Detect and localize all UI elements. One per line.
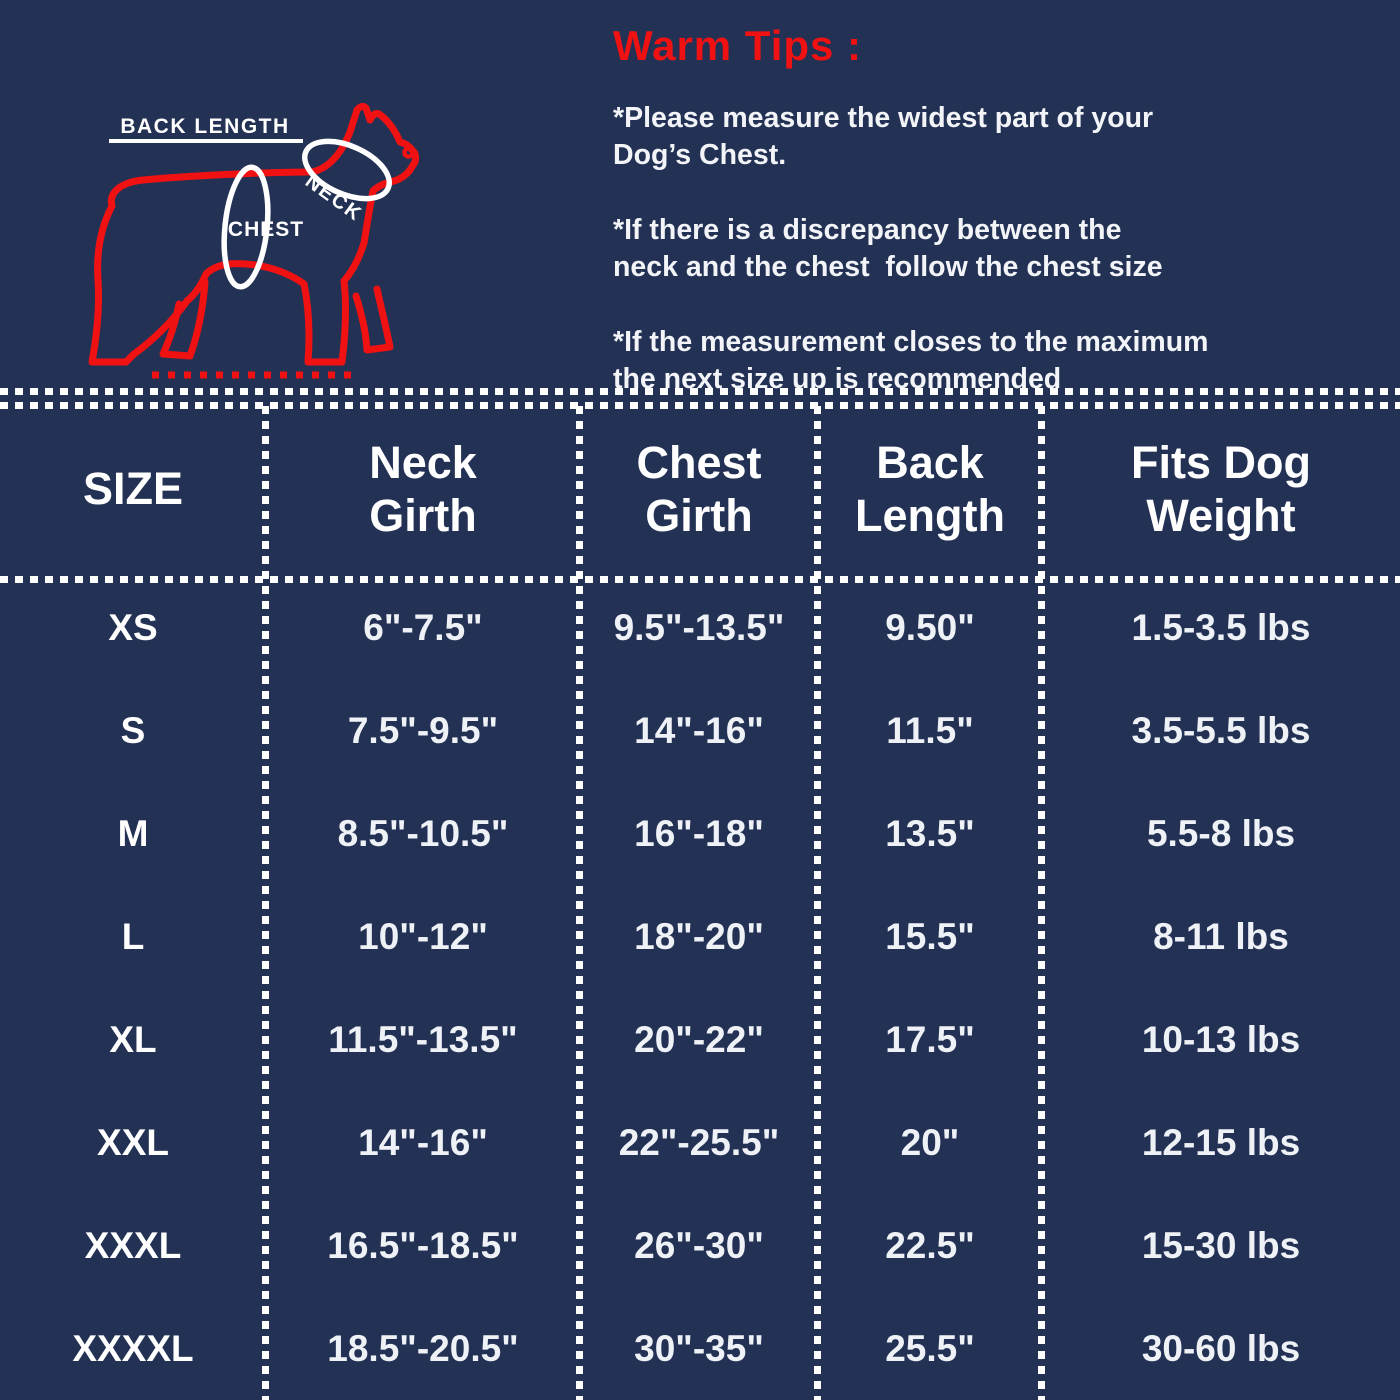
row-xl-chest: 20"-22" bbox=[634, 1018, 764, 1060]
row-xxxl-size: XXXL bbox=[84, 1224, 182, 1266]
row-xxl-chest: 22"-25.5" bbox=[618, 1121, 780, 1163]
table-top-border-outer bbox=[0, 388, 1400, 395]
row-s-size: S bbox=[120, 709, 146, 751]
column-divider-1 bbox=[262, 406, 269, 1400]
row-xxxl-neck: 16.5"-18.5" bbox=[327, 1224, 519, 1266]
dog-measurement-diagram: BACK LENGTH NECK CHEST bbox=[88, 102, 420, 379]
warm-tips-section: Warm Tips : *Please measure the widest p… bbox=[613, 22, 1213, 436]
tip-discrepancy: *If there is a discrepancy between the n… bbox=[613, 214, 1163, 283]
row-xxxxl-size: XXXXL bbox=[72, 1327, 194, 1369]
row-xxl-weight: 12-15 lbs bbox=[1141, 1121, 1301, 1163]
row-l-back: 15.5" bbox=[885, 915, 975, 957]
row-m-back: 13.5" bbox=[885, 812, 975, 854]
row-l-weight: 8-11 lbs bbox=[1153, 915, 1289, 957]
row-xs-chest: 9.5"-13.5" bbox=[613, 606, 785, 648]
tip-measure-chest: *Please measure the widest part of your … bbox=[613, 102, 1154, 171]
tip-size-up: *If the measurement closes to the maximu… bbox=[613, 326, 1209, 395]
row-xxxl-back: 22.5" bbox=[885, 1224, 975, 1266]
row-xxxxl-chest: 30"-35" bbox=[634, 1327, 764, 1369]
header-bottom-border bbox=[0, 576, 1400, 583]
row-xxxxl-weight: 30-60 lbs bbox=[1141, 1327, 1301, 1369]
row-s-chest: 14"-16" bbox=[634, 709, 764, 751]
dog-outline bbox=[88, 102, 420, 366]
row-s-back: 11.5" bbox=[886, 709, 974, 751]
chest-label: CHEST bbox=[228, 218, 304, 241]
row-s-weight: 3.5-5.5 lbs bbox=[1131, 709, 1311, 751]
warm-tips-title: Warm Tips : bbox=[613, 22, 863, 69]
dog-far-rear-leg bbox=[159, 278, 209, 360]
row-xl-neck: 11.5"-13.5" bbox=[328, 1018, 518, 1060]
row-xl-weight: 10-13 lbs bbox=[1141, 1018, 1301, 1060]
row-xs-weight: 1.5-3.5 lbs bbox=[1131, 606, 1311, 648]
back-length-label: BACK LENGTH bbox=[120, 115, 289, 138]
row-m-neck: 8.5"-10.5" bbox=[337, 812, 509, 854]
row-l-size: L bbox=[121, 915, 145, 957]
table-top-border-inner bbox=[0, 402, 1400, 409]
neck-girth-ring bbox=[301, 138, 393, 202]
row-xs-size: XS bbox=[108, 606, 158, 648]
row-xl-size: XL bbox=[109, 1018, 157, 1060]
row-xxl-back: 20" bbox=[900, 1121, 960, 1163]
size-table: SIZE Neck Girth Chest Girth Back Length … bbox=[0, 402, 1400, 1400]
column-divider-4 bbox=[1038, 406, 1045, 1400]
header-back-length: Back Length bbox=[855, 436, 1005, 541]
header-size: SIZE bbox=[82, 463, 184, 515]
row-xs-neck: 6"-7.5" bbox=[363, 606, 483, 648]
row-xxl-neck: 14"-16" bbox=[358, 1121, 488, 1163]
row-xxxl-weight: 15-30 lbs bbox=[1141, 1224, 1301, 1266]
row-l-neck: 10"-12" bbox=[358, 915, 488, 957]
row-s-neck: 7.5"-9.5" bbox=[347, 709, 499, 751]
row-xxl-size: XXL bbox=[97, 1121, 169, 1163]
header-chest-girth: Chest Girth bbox=[636, 436, 762, 541]
row-l-chest: 18"-20" bbox=[634, 915, 764, 957]
row-xs-back: 9.50" bbox=[885, 606, 975, 648]
header-neck-girth: Neck Girth bbox=[369, 436, 477, 541]
row-m-chest: 16"-18" bbox=[634, 812, 764, 854]
row-m-weight: 5.5-8 lbs bbox=[1146, 812, 1296, 854]
row-m-size: M bbox=[117, 812, 149, 854]
dog-far-front-leg bbox=[352, 285, 394, 354]
row-xxxxl-back: 25.5" bbox=[885, 1327, 975, 1369]
row-xxxxl-neck: 18.5"-20.5" bbox=[327, 1327, 519, 1369]
column-divider-3 bbox=[814, 406, 821, 1400]
dog-nose bbox=[402, 146, 415, 159]
column-divider-2 bbox=[576, 406, 583, 1400]
header-fits-weight: Fits Dog Weight bbox=[1131, 436, 1311, 541]
chest-girth-ring bbox=[221, 164, 271, 290]
row-xl-back: 17.5" bbox=[885, 1018, 975, 1060]
row-xxxl-chest: 26"-30" bbox=[634, 1224, 764, 1266]
